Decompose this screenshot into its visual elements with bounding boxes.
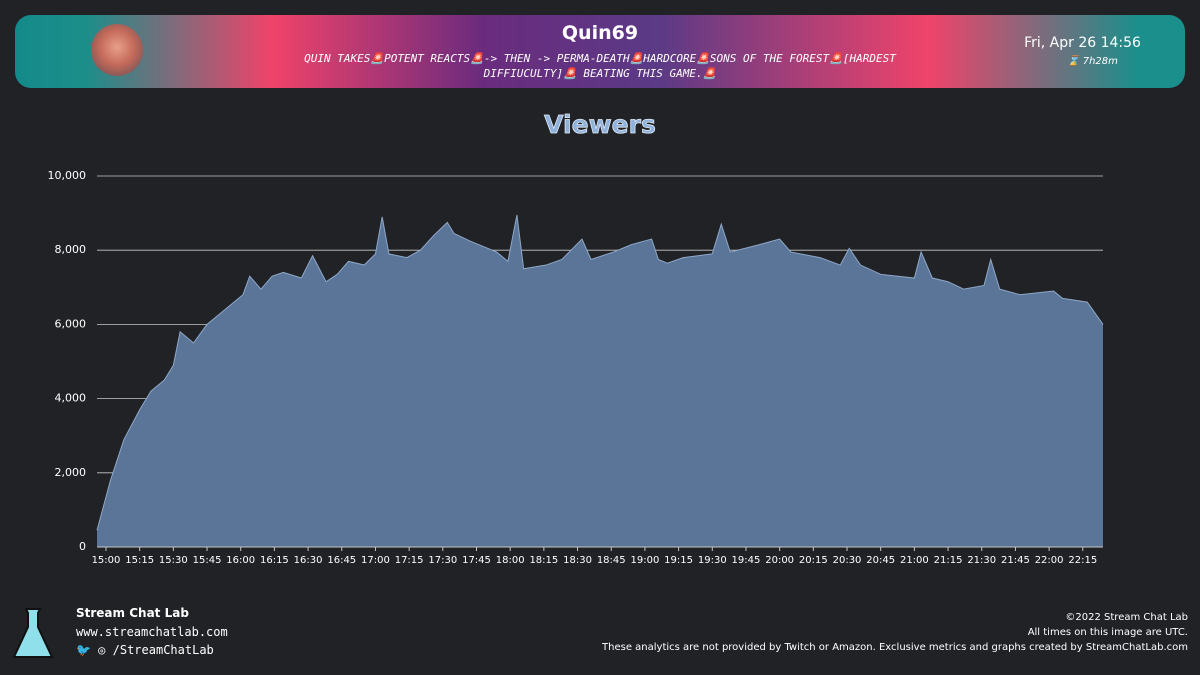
duration: 7h28m <box>1082 56 1118 67</box>
x-tick-label: 21:45 <box>1001 555 1030 566</box>
x-tick-label: 16:30 <box>294 555 323 566</box>
y-tick-label: 2,000 <box>55 466 87 479</box>
x-tick-label: 17:45 <box>462 555 491 566</box>
x-tick-label: 15:00 <box>92 555 121 566</box>
area <box>97 214 1103 547</box>
header-banner <box>15 15 1185 88</box>
chart-title: Viewers <box>544 110 656 139</box>
x-tick-label: 19:15 <box>664 555 693 566</box>
timezone-note: All times on this image are UTC. <box>1027 627 1188 638</box>
x-tick-label: 19:00 <box>630 555 659 566</box>
x-tick-label: 15:30 <box>159 555 188 566</box>
x-tick-label: 17:15 <box>395 555 424 566</box>
social-row: 🐦 ◎ /StreamChatLab <box>76 643 214 657</box>
x-tick-label: 20:45 <box>866 555 895 566</box>
copyright: ©2022 Stream Chat Lab <box>1065 612 1188 623</box>
x-tick-label: 18:15 <box>529 555 558 566</box>
x-tick-label: 21:15 <box>934 555 963 566</box>
stream-date: Fri, Apr 26 14:56 <box>1024 35 1141 51</box>
y-tick-label: 0 <box>79 540 86 553</box>
x-tick-label: 22:00 <box>1035 555 1064 566</box>
x-tick-label: 18:45 <box>597 555 626 566</box>
stream-title: QUIN TAKES🚨POTENT REACTS🚨-> THEN -> PERM… <box>304 52 896 80</box>
x-tick-label: 15:15 <box>125 555 154 566</box>
channel-name[interactable]: Quin69 <box>561 22 639 44</box>
handle[interactable]: /StreamChatLab <box>112 643 214 657</box>
x-tick-label: 20:30 <box>833 555 862 566</box>
x-tick-label: 17:00 <box>361 555 390 566</box>
x-tick-label: 18:30 <box>563 555 592 566</box>
x-tick-label: 20:00 <box>765 555 794 566</box>
avatar <box>91 24 143 76</box>
x-tick-label: 19:45 <box>732 555 761 566</box>
x-tick-label: 15:45 <box>193 555 222 566</box>
x-tick-label: 16:00 <box>226 555 255 566</box>
x-tick-label: 16:45 <box>327 555 356 566</box>
x-tick-label: 17:30 <box>428 555 457 566</box>
x-tick-label: 19:30 <box>698 555 727 566</box>
duration-row: ⌛ 7h28m <box>1010 56 1175 67</box>
y-tick-label: 6,000 <box>55 317 87 330</box>
x-tick-label: 21:00 <box>900 555 929 566</box>
hourglass-icon: ⌛ <box>1067 56 1083 67</box>
x-tick-label: 21:30 <box>967 555 996 566</box>
x-tick-label: 22:15 <box>1068 555 1097 566</box>
x-tick-label: 16:15 <box>260 555 289 566</box>
logo <box>12 608 54 658</box>
x-tick-label: 20:15 <box>799 555 828 566</box>
social-icons: 🐦 ◎ <box>76 643 113 657</box>
y-tick-label: 10,000 <box>48 169 87 182</box>
y-tick-label: 4,000 <box>55 392 87 405</box>
url[interactable]: www.streamchatlab.com <box>76 625 228 639</box>
x-tick-label: 18:00 <box>496 555 525 566</box>
y-tick-label: 8,000 <box>55 243 87 256</box>
disclaimer: These analytics are not provided by Twit… <box>602 642 1188 653</box>
brand: Stream Chat Lab <box>76 606 189 620</box>
area-line <box>96 214 1104 531</box>
